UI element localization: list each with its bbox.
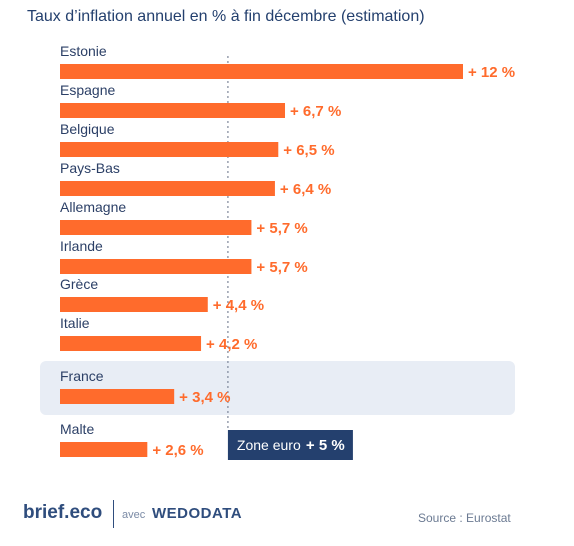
category-label-france: France — [60, 368, 104, 384]
category-label-irlande: Irlande — [60, 238, 103, 254]
bar-france — [60, 389, 175, 404]
category-label-malte: Malte — [60, 421, 94, 437]
bar-gr-ce — [60, 297, 208, 312]
value-label-italie: + 4,2 % — [206, 336, 257, 353]
inflation-bar-chart: Estonie + 12 % Espagne + 6,7 % Belgique + 6,5… — [40, 43, 515, 460]
bar-irlande — [60, 259, 252, 274]
bar-pays-bas — [60, 181, 275, 196]
source-note: Source : Eurostat — [418, 511, 511, 525]
bar-estonie — [60, 64, 463, 79]
value-label-gr-ce: + 4,4 % — [213, 297, 264, 314]
bar-malte — [60, 442, 148, 457]
category-label-italie: Italie — [60, 315, 90, 331]
value-label-belgique: + 6,5 % — [283, 142, 334, 159]
chart-title: Taux d’inflation annuel en % à fin décem… — [27, 8, 425, 25]
category-label-gr-ce: Grèce — [60, 276, 98, 292]
brand-separator — [113, 500, 114, 528]
value-label-france: + 3,4 % — [179, 389, 230, 406]
zone-euro-box — [227, 430, 353, 460]
category-label-belgique: Belgique — [60, 121, 115, 137]
value-label-estonie: + 12 % — [468, 64, 515, 81]
category-label-estonie: Estonie — [60, 43, 107, 59]
brand-avec-text: avec — [122, 509, 146, 521]
category-label-espagne: Espagne — [60, 82, 115, 98]
bar-italie — [60, 336, 202, 351]
category-label-allemagne: Allemagne — [60, 199, 126, 215]
value-label-irlande: + 5,7 % — [256, 259, 307, 276]
zone-euro-value: + 5 % — [306, 437, 345, 454]
value-label-espagne: + 6,7 % — [290, 103, 341, 120]
bar-allemagne — [60, 220, 252, 235]
value-label-allemagne: + 5,7 % — [256, 220, 307, 237]
bar-belgique — [60, 142, 279, 157]
highlight-band-france — [40, 361, 515, 415]
bar-espagne — [60, 103, 286, 118]
category-label-pays-bas: Pays-Bas — [60, 160, 120, 176]
wedodata-logo: WEDODATA — [152, 505, 243, 522]
value-label-pays-bas: + 6,4 % — [280, 181, 331, 198]
value-label-malte: + 2,6 % — [152, 442, 203, 459]
zone-euro-label: Zone euro — [237, 437, 301, 453]
brief-eco-logo: brief.eco — [23, 502, 103, 523]
